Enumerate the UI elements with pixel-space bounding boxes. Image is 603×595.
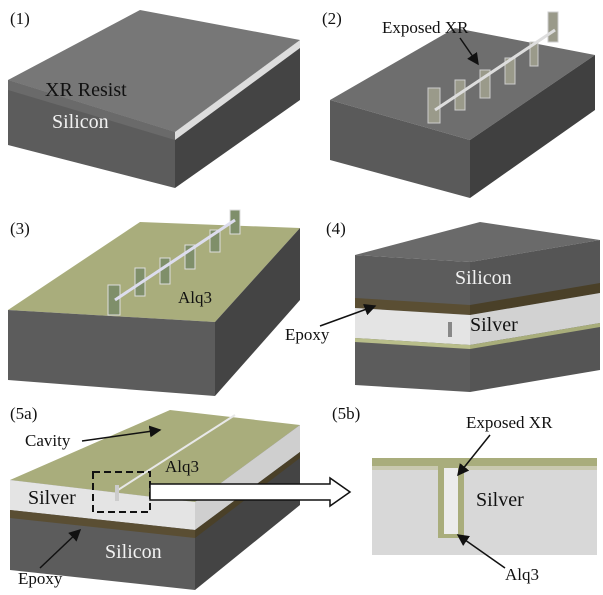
arrow <box>319 303 377 327</box>
arrow <box>39 528 82 569</box>
panel-label: (3) <box>10 219 30 238</box>
block-1 <box>8 10 300 188</box>
label: Silicon <box>455 267 512 289</box>
label: Alq3 <box>505 565 539 584</box>
arrow <box>459 37 479 66</box>
label: Cavity <box>25 431 71 450</box>
panel-label: (2) <box>322 9 342 28</box>
arrow <box>457 434 491 477</box>
arrow <box>456 534 506 569</box>
label: Epoxy <box>285 325 330 344</box>
zoom-view <box>372 458 597 555</box>
panel-label: (5b) <box>332 404 360 423</box>
label: Exposed XR <box>466 413 553 432</box>
label: XR Resist <box>45 79 127 101</box>
panel-label: (4) <box>326 219 346 238</box>
block-4 <box>355 222 600 392</box>
arrow <box>81 425 162 442</box>
block-2 <box>330 11 595 198</box>
block-5a <box>10 410 300 590</box>
label: Silicon <box>105 541 162 563</box>
panel-label: (1) <box>10 9 30 28</box>
label: Alq3 <box>165 457 199 476</box>
label: Silicon <box>52 111 109 133</box>
label: Silver <box>28 487 76 509</box>
label: Silver <box>476 489 524 511</box>
zoom-arrow <box>149 476 352 508</box>
label: Epoxy <box>18 569 63 588</box>
label: Silver <box>470 314 518 336</box>
panel-label: (5a) <box>10 404 37 423</box>
label: Alq3 <box>178 288 212 307</box>
block-3 <box>8 209 300 396</box>
label: Exposed XR <box>382 18 469 37</box>
